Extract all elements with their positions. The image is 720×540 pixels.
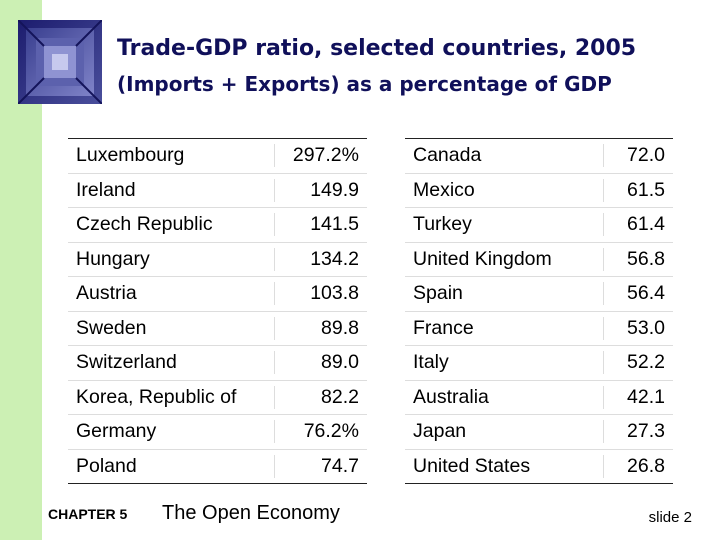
trade-ratio-value: 56.4 [603, 282, 673, 306]
table-row: Luxembourg 297.2% [68, 139, 367, 173]
country-name: Switzerland [76, 351, 177, 374]
trade-ratio-value: 89.0 [274, 351, 367, 375]
country-name: Australia [413, 385, 489, 408]
table-row: Japan 27.3 [405, 414, 673, 449]
table-row: Austria 103.8 [68, 276, 367, 311]
trade-ratio-value: 134.2 [274, 247, 367, 271]
trade-ratio-value: 103.8 [274, 282, 367, 306]
trade-ratio-value: 56.8 [603, 247, 673, 271]
trade-ratio-value: 74.7 [274, 454, 367, 478]
trade-ratio-value: 27.3 [603, 420, 673, 444]
footer-slide-number: slide 2 [648, 509, 692, 526]
table-row: Hungary 134.2 [68, 241, 367, 277]
trade-ratio-value: 42.1 [603, 385, 673, 409]
country-name: Italy [413, 351, 449, 374]
country-name: United Kingdom [413, 247, 552, 270]
table-row: United Kingdom 56.8 [405, 241, 673, 277]
trade-ratio-value: 141.5 [274, 213, 367, 237]
table-row: Turkey 61.4 [405, 207, 673, 242]
country-name: Canada [413, 144, 482, 167]
country-name: France [413, 316, 474, 339]
table-row: Italy 52.2 [405, 345, 673, 380]
footer-title: The Open Economy [162, 502, 340, 524]
slide-subtitle: (Imports + Exports) as a percentage of G… [117, 72, 612, 96]
country-name: Hungary [76, 247, 150, 270]
table-row: Spain 56.4 [405, 276, 673, 311]
table-row: Canada 72.0 [405, 139, 673, 173]
table-row: Korea, Republic of 82.2 [68, 379, 367, 415]
table-row: Australia 42.1 [405, 379, 673, 415]
trade-ratio-value: 53.0 [603, 316, 673, 340]
table-row: Sweden 89.8 [68, 310, 367, 346]
trade-ratio-value: 26.8 [603, 454, 673, 478]
country-name: Germany [76, 420, 157, 443]
country-name: Luxembourg [76, 144, 185, 167]
country-name: Ireland [76, 178, 136, 201]
country-name: Czech Republic [76, 213, 213, 236]
country-name: United States [413, 454, 531, 477]
country-name: Austria [76, 282, 137, 305]
table-row: Mexico 61.5 [405, 172, 673, 208]
trade-ratio-value: 72.0 [603, 144, 673, 168]
tunnel-square-icon [18, 20, 102, 104]
trade-ratio-value: 82.2 [274, 385, 367, 409]
country-name: Turkey [413, 213, 472, 236]
table-row: Ireland 149.9 [68, 172, 367, 208]
trade-ratio-value: 76.2% [274, 420, 367, 444]
country-name: Mexico [413, 178, 475, 201]
table-row: Germany 76.2% [68, 414, 367, 449]
trade-ratio-value: 89.8 [274, 316, 367, 340]
table-row: France 53.0 [405, 310, 673, 346]
trade-ratio-value: 52.2 [603, 351, 673, 375]
country-name: Sweden [76, 316, 147, 339]
trade-table-left: Luxembourg 297.2% Ireland 149.9 Czech Republ… [68, 138, 367, 484]
table-row: Poland 74.7 [68, 448, 367, 484]
country-name: Poland [76, 454, 137, 477]
country-name: Korea, Republic of [76, 385, 237, 408]
trade-ratio-value: 61.4 [603, 213, 673, 237]
trade-ratio-value: 61.5 [603, 178, 673, 202]
slide-title: Trade-GDP ratio, selected countries, 200… [117, 36, 637, 61]
country-name: Spain [413, 282, 463, 305]
table-row: United States 26.8 [405, 448, 673, 484]
table-row: Switzerland 89.0 [68, 345, 367, 380]
trade-ratio-value: 297.2% [274, 144, 367, 168]
footer-chapter: CHAPTER 5 [48, 506, 128, 522]
trade-table-right: Canada 72.0 Mexico 61.5 Turkey 61.4 United Kin… [405, 138, 673, 484]
trade-ratio-value: 149.9 [274, 178, 367, 202]
table-row: Czech Republic 141.5 [68, 207, 367, 242]
country-name: Japan [413, 420, 467, 443]
